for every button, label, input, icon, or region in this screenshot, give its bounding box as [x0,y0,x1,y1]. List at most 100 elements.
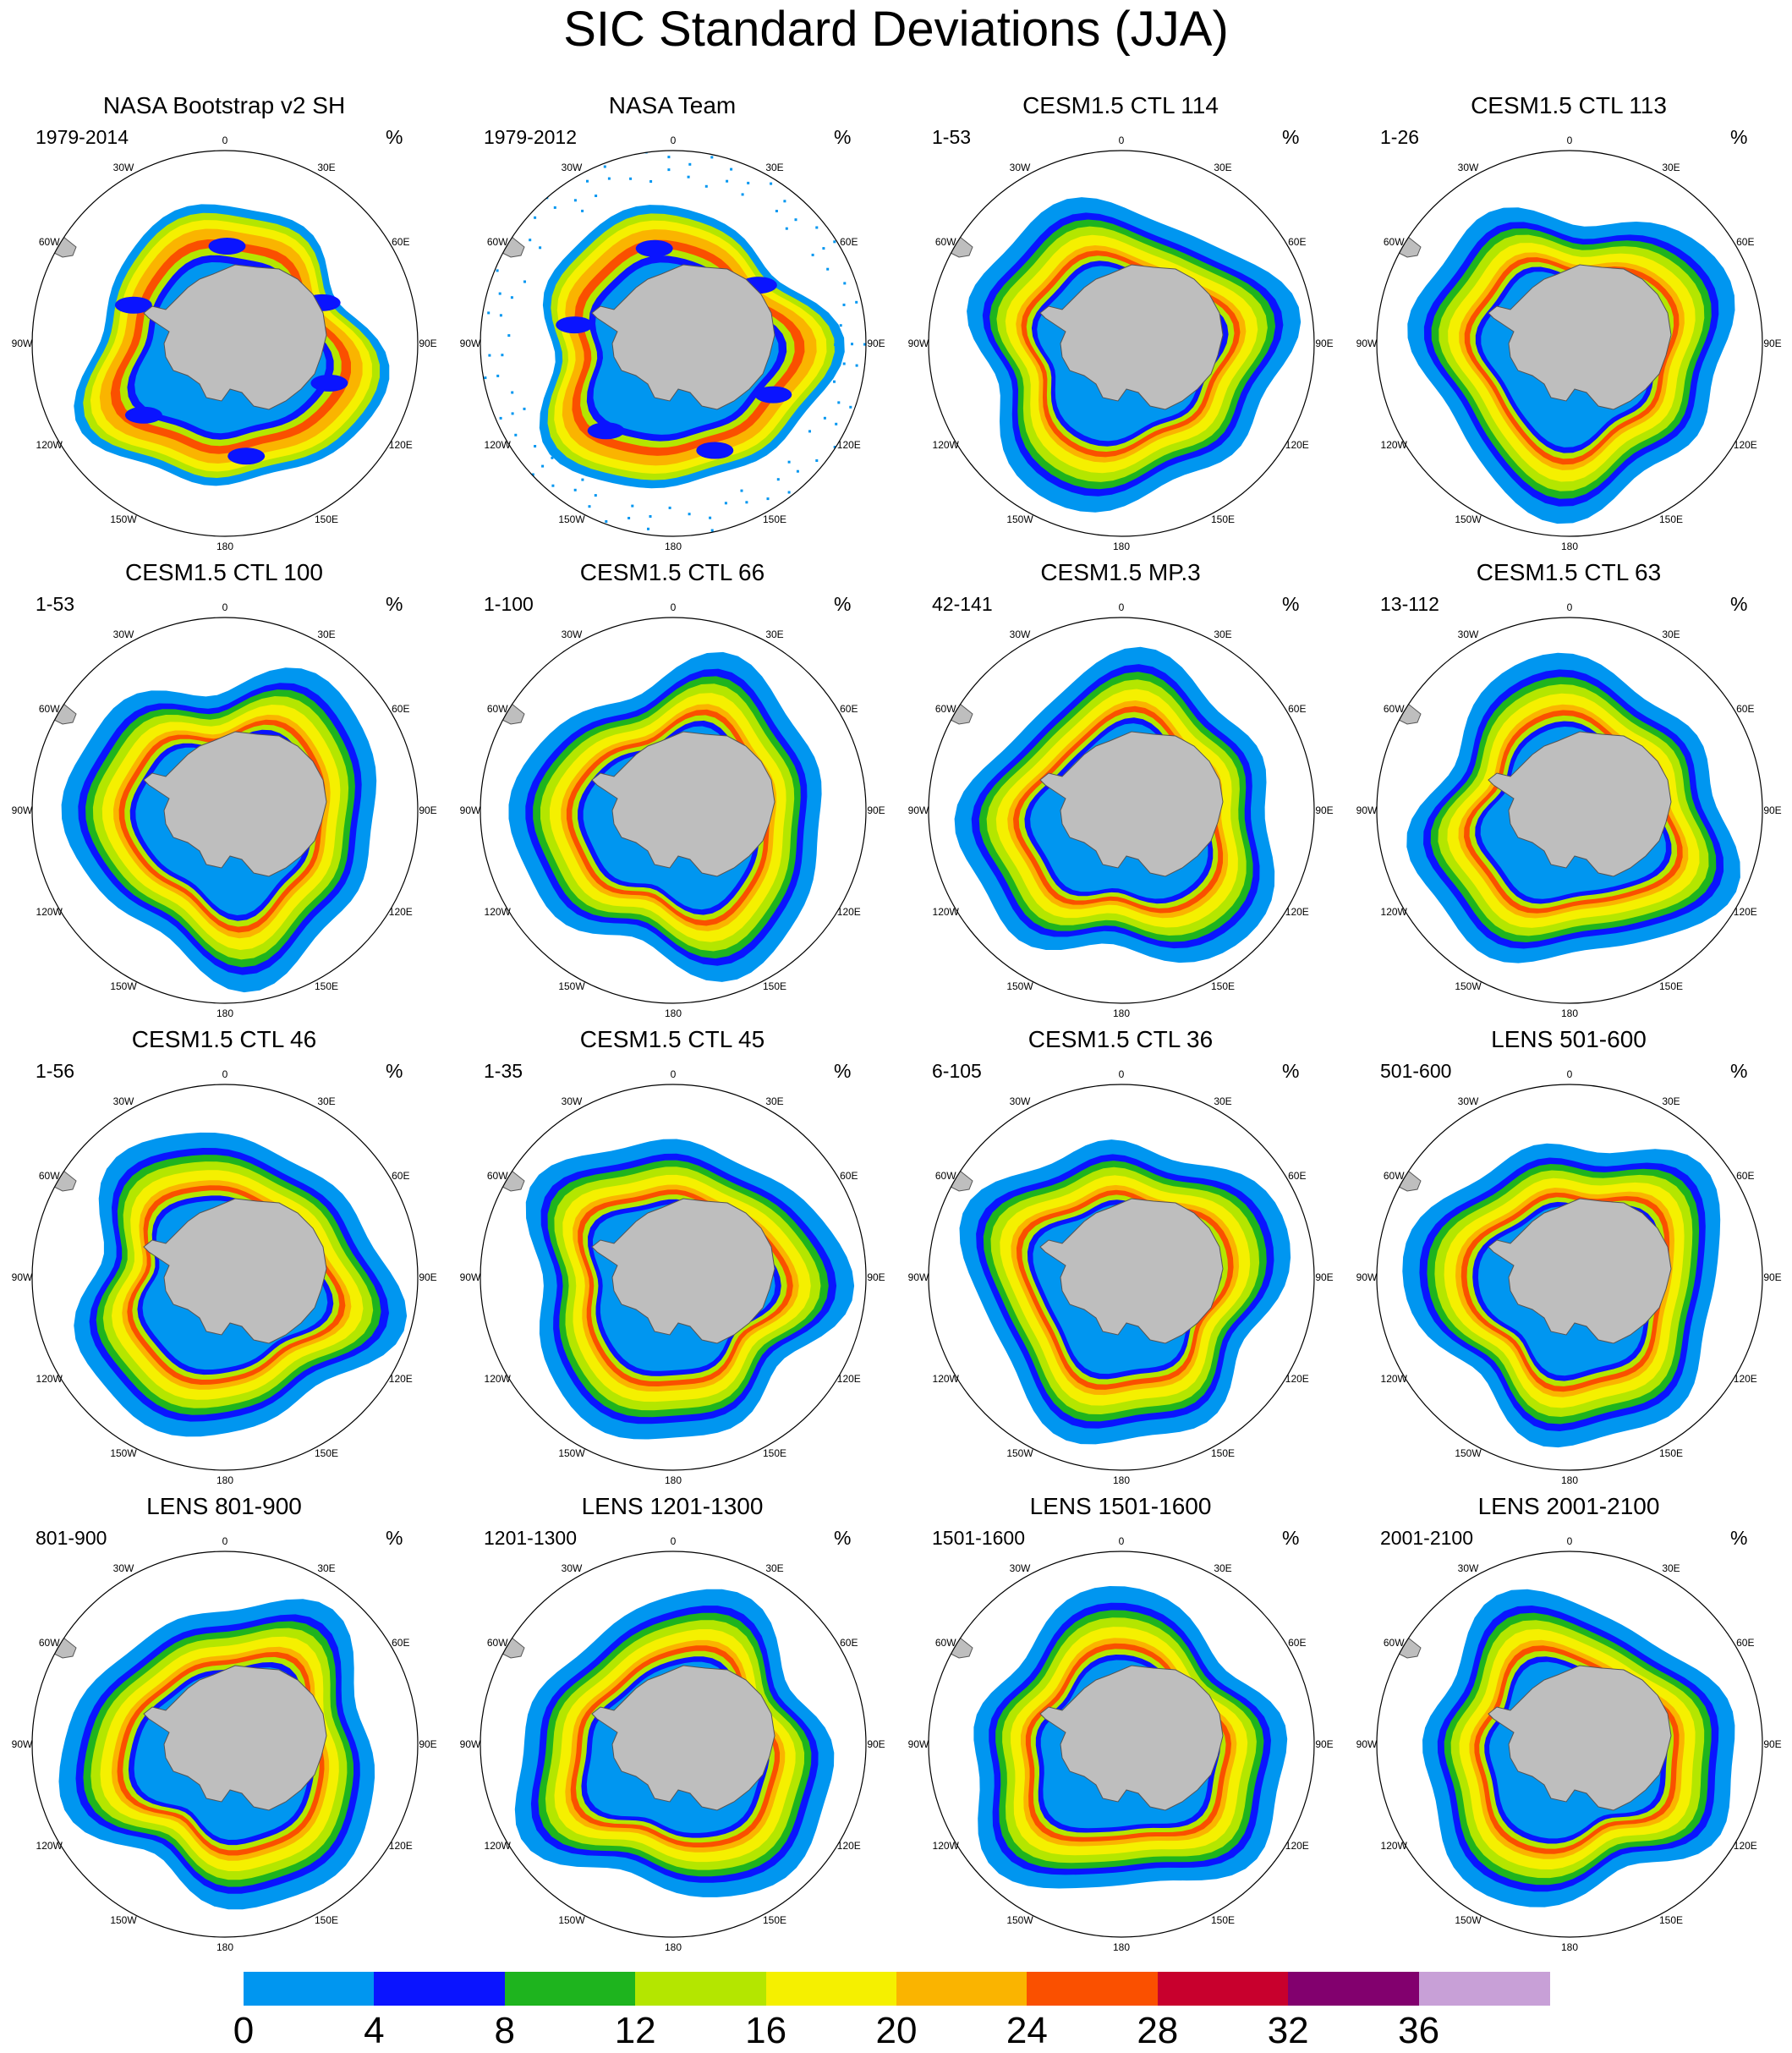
panel-year-range: 13-112 [1380,593,1439,615]
longitude-label: 180 [665,541,682,552]
longitude-label: 60W [935,1637,956,1649]
map-panel: 0 30E 60E 90E 120E 150E 180 150W 120W 90W 60W 30W CE… [0,1025,448,1492]
longitude-label: 90E [1315,1271,1333,1283]
longitude-label: 30E [317,1095,335,1107]
longitude-label: 60W [39,236,60,248]
longitude-label: 90W [1356,1738,1378,1750]
longitude-label: 90E [1315,1738,1333,1750]
longitude-label: 90E [1315,804,1333,816]
sea-ice-field [1391,207,1735,536]
panel-unit: % [386,1060,403,1082]
longitude-label: 30E [1214,629,1231,640]
colorbar-tick-label: 28 [1137,2010,1179,2051]
longitude-label: 60W [1384,236,1405,248]
longitude-label: 90W [12,1738,33,1750]
sea-ice-field [47,667,377,1003]
colorbar-swatch [244,1972,375,2006]
longitude-label: 60W [935,703,956,715]
map-panel: 0 30E 60E 90E 120E 150E 180 150W 120W 90W 60W 30W CE… [896,558,1345,1025]
longitude-label: 60E [840,1637,858,1649]
longitude-label: 90E [419,1738,436,1750]
panel-year-range: 1-56 [36,1060,75,1082]
longitude-label: 180 [1113,1474,1130,1486]
panel-year-range: 42-141 [932,593,993,615]
panel-year-range: 6-105 [932,1060,982,1082]
panel-title: CESM1.5 CTL 36 [1028,1026,1214,1052]
longitude-label: 30E [765,1562,783,1574]
longitude-label: 180 [665,1007,682,1019]
polar-map: 0 30E 60E 90E 120E 150E 180 150W 120W 90W 60W 30W [460,601,885,1019]
longitude-label: 150W [1455,1447,1482,1459]
longitude-label: 120E [389,906,413,918]
sea-ice-field [943,197,1302,536]
longitude-label: 60W [39,1170,60,1182]
longitude-label: 90W [1356,1271,1378,1283]
panel-unit: % [1730,593,1748,615]
longitude-label: 120E [837,439,861,451]
longitude-label: 90E [419,1271,436,1283]
longitude-label: 30W [562,162,583,173]
longitude-label: 120E [1285,1840,1309,1852]
longitude-label: 30E [317,629,335,640]
panel-title: CESM1.5 MP.3 [1040,559,1201,585]
longitude-label: 30W [1010,162,1031,173]
sea-ice-field [495,651,822,1003]
longitude-label: 150W [110,980,137,992]
longitude-label: 30E [765,162,783,173]
longitude-label: 30W [113,162,134,173]
longitude-label: 60W [1384,703,1405,715]
panel-unit: % [834,593,852,615]
longitude-label: 60E [1288,1637,1306,1649]
colorbar-swatch [1288,1972,1420,2006]
polar-map: 0 30E 60E 90E 120E 150E 180 150W 120W 90W 60W 30W [908,601,1334,1019]
map-panel: 0 30E 60E 90E 120E 150E 180 150W 120W 90W 60W 30W NA… [448,91,896,558]
longitude-label: 30E [317,162,335,173]
longitude-label: 60E [392,703,409,715]
panel-title: NASA Bootstrap v2 SH [102,92,346,118]
longitude-label: 150W [1006,1447,1033,1459]
sea-ice-field [495,1139,855,1470]
longitude-label: 120W [1381,1373,1408,1385]
longitude-label: 30W [113,1562,134,1574]
longitude-label: 90E [419,804,436,816]
map-panel: 0 30E 60E 90E 120E 150E 180 150W 120W 90W 60W 30W NA… [0,91,448,558]
polar-map: 0 30E 60E 90E 120E 150E 180 150W 120W 90W 60W 30W [908,1068,1334,1486]
longitude-label: 90W [460,338,481,349]
polar-map: 0 30E 60E 90E 120E 150E 180 150W 120W 90W 60W 30W [1356,1535,1782,1953]
panel-unit: % [834,1527,852,1549]
longitude-label: 90W [908,338,929,349]
longitude-label: 120E [1285,439,1309,451]
colorbar [244,1972,1550,2006]
longitude-label: 120W [485,1373,512,1385]
panel-unit: % [386,593,403,615]
map-panel: 0 30E 60E 90E 120E 150E 180 150W 120W 90W 60W 30W LE… [1345,1025,1792,1492]
longitude-label: 180 [1113,1007,1130,1019]
longitude-label: 150W [558,513,585,525]
longitude-label: 120E [389,439,413,451]
longitude-label: 120W [485,439,512,451]
longitude-label: 120W [933,1373,960,1385]
map-panel: 0 30E 60E 90E 120E 150E 180 150W 120W 90W 60W 30W LE… [0,1492,448,1959]
longitude-label: 30W [1458,1095,1479,1107]
longitude-label: 30W [113,1095,134,1107]
sea-ice-field [1391,1143,1721,1470]
polar-map: 0 30E 60E 90E 120E 150E 180 150W 120W 90W 60W 30W [12,134,437,552]
longitude-label: 60W [487,1637,508,1649]
sea-ice-field [943,646,1275,1003]
map-panel: 0 30E 60E 90E 120E 150E 180 150W 120W 90W 60W 30W CE… [896,91,1345,558]
polar-map: 0 30E 60E 90E 120E 150E 180 150W 120W 90W 60W 30W [12,1068,437,1486]
panel-year-range: 501-600 [1380,1060,1452,1082]
longitude-label: 60E [392,236,409,248]
longitude-label: 90E [1763,1271,1781,1283]
longitude-label: 120E [1734,439,1757,451]
longitude-label: 90W [12,804,33,816]
longitude-label: 150W [110,1447,137,1459]
longitude-label: 30E [765,629,783,640]
longitude-label: 180 [1561,1941,1578,1953]
panel-title: CESM1.5 CTL 66 [579,559,765,585]
longitude-label: 30W [1458,629,1479,640]
longitude-label: 60E [840,703,858,715]
longitude-label: 120W [1381,906,1408,918]
colorbar-tick-label: 24 [1006,2010,1048,2051]
longitude-label: 0 [1567,1068,1573,1080]
